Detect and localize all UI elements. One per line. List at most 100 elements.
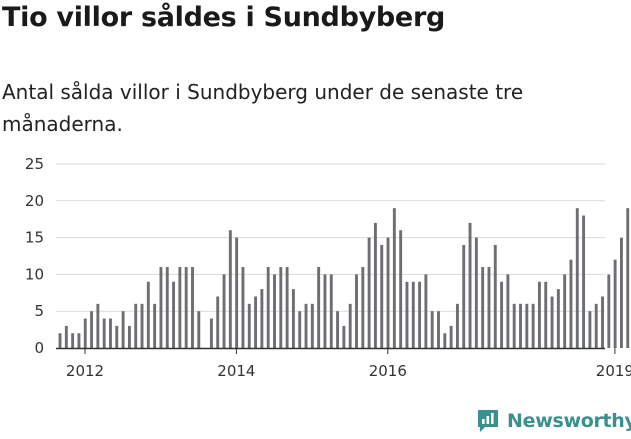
bar	[361, 267, 365, 348]
bar	[329, 274, 333, 348]
bar	[291, 289, 295, 348]
bar	[121, 311, 125, 348]
bar	[405, 281, 409, 348]
bar	[392, 208, 396, 348]
bar	[279, 267, 283, 348]
chart-title: Tio villor såldes i Sundbyberg	[2, 2, 445, 33]
bar	[437, 311, 440, 348]
chart-subtitle: Antal sålda villor i Sundbyberg under de…	[2, 80, 524, 136]
bar	[102, 318, 106, 348]
bar	[399, 230, 403, 348]
bar	[134, 303, 138, 348]
bar	[77, 333, 81, 348]
bar	[260, 289, 264, 348]
bar	[228, 230, 232, 348]
bar	[493, 244, 497, 348]
bar	[153, 303, 157, 348]
bar	[83, 318, 87, 348]
bar	[216, 296, 220, 348]
bar	[254, 296, 258, 348]
bar	[550, 296, 554, 348]
x-tick-label: 2019	[596, 362, 631, 380]
bar	[241, 267, 245, 348]
bar	[525, 303, 529, 348]
y-tick-label: 25	[25, 155, 44, 173]
bar	[71, 333, 75, 348]
bar	[506, 274, 510, 348]
bar	[607, 274, 611, 348]
bar	[418, 281, 422, 348]
bar	[487, 267, 491, 348]
bar	[588, 311, 592, 348]
bar	[373, 222, 377, 348]
bar	[178, 267, 182, 348]
bar	[90, 311, 94, 348]
bar	[468, 222, 472, 348]
bar	[146, 281, 150, 348]
x-tick-label: 2012	[66, 362, 104, 380]
bar	[165, 267, 169, 348]
bar	[430, 311, 434, 348]
x-tick-label: 2014	[217, 362, 255, 380]
bar	[197, 311, 201, 348]
bar	[531, 303, 535, 348]
bar	[424, 274, 428, 348]
bar	[247, 303, 251, 348]
bar	[298, 311, 302, 348]
bar	[109, 318, 112, 348]
bar	[355, 274, 358, 348]
bar	[317, 267, 321, 348]
bar	[58, 333, 62, 348]
bar	[266, 267, 270, 348]
bar	[449, 325, 453, 348]
bar	[443, 333, 447, 348]
bar	[336, 311, 340, 348]
y-tick-label: 5	[34, 302, 44, 320]
bar	[115, 325, 119, 348]
bar	[386, 237, 390, 348]
bar	[411, 281, 415, 348]
bar	[367, 237, 371, 348]
bar	[184, 267, 188, 348]
bar	[64, 325, 68, 348]
bar	[172, 281, 176, 348]
bar	[455, 303, 459, 348]
bar	[613, 259, 617, 348]
bar	[209, 318, 213, 348]
newsworthy-chart-icon	[478, 410, 498, 432]
bar	[575, 208, 579, 348]
bar	[626, 208, 630, 348]
bar	[304, 303, 308, 348]
bar	[462, 244, 466, 348]
bar	[310, 303, 314, 348]
y-tick-label: 10	[25, 265, 44, 283]
bar	[512, 303, 516, 348]
bar	[127, 325, 131, 348]
y-tick-label: 20	[25, 192, 44, 210]
bar	[601, 296, 604, 348]
bar	[594, 303, 598, 348]
bar	[273, 274, 276, 348]
bar	[235, 237, 239, 348]
bar	[563, 274, 567, 348]
bar	[481, 267, 485, 348]
bar	[285, 267, 289, 348]
bar	[348, 303, 352, 348]
y-tick-label: 15	[25, 229, 44, 247]
bar	[323, 274, 327, 348]
bar	[582, 215, 586, 348]
bar	[474, 237, 478, 348]
brand-name: Newsworthy	[507, 410, 631, 432]
bar	[342, 325, 346, 348]
x-tick-label: 2016	[369, 362, 407, 380]
newsworthy-logo: Newsworthy	[476, 408, 631, 434]
bar	[222, 274, 226, 348]
bar	[556, 289, 560, 348]
bar	[619, 237, 623, 348]
bar	[569, 259, 573, 348]
bar	[140, 303, 144, 348]
y-tick-label: 0	[34, 339, 44, 357]
bar	[544, 281, 548, 348]
bar	[191, 267, 194, 348]
